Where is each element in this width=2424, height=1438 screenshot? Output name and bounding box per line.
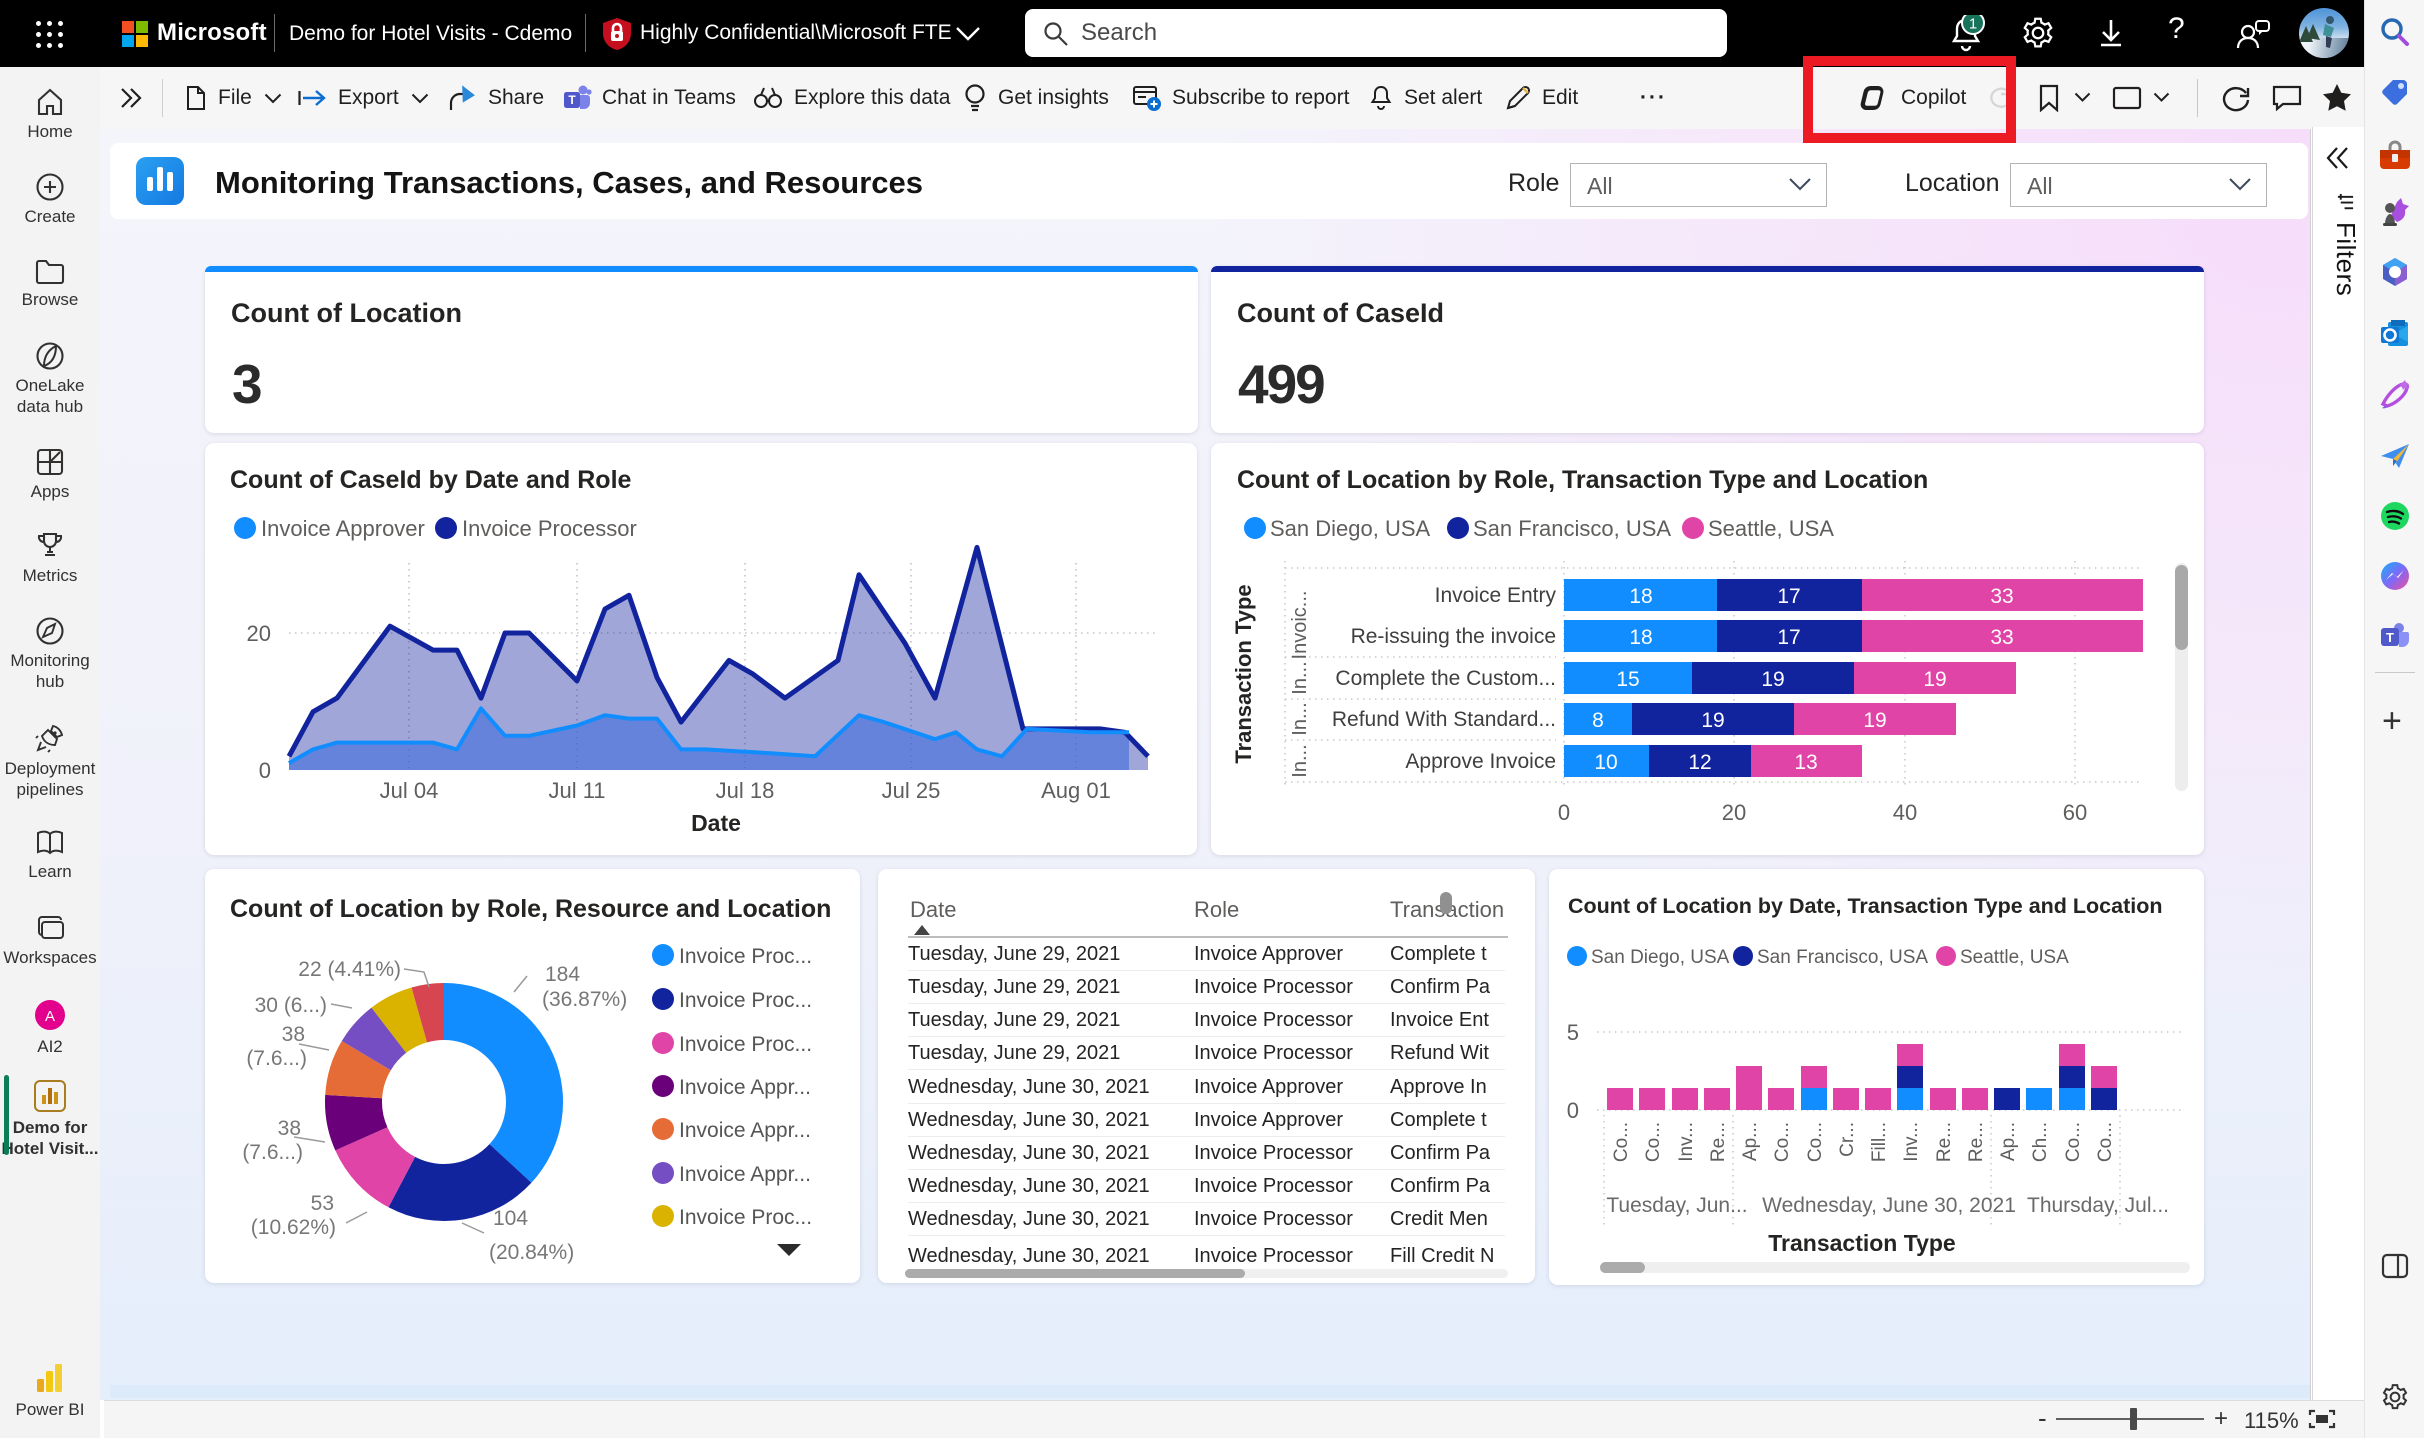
svg-text:Seattle, USA: Seattle, USA bbox=[1708, 516, 1834, 541]
svg-text:Jul 11: Jul 11 bbox=[548, 778, 605, 803]
svg-text:20: 20 bbox=[247, 621, 271, 646]
svg-text:Jul 04: Jul 04 bbox=[380, 778, 439, 803]
svg-text:Invoice Proc...: Invoice Proc... bbox=[679, 989, 812, 1012]
svg-text:Invoice Appr...: Invoice Appr... bbox=[679, 1163, 811, 1186]
svg-text:Re...: Re... bbox=[1708, 1122, 1729, 1162]
svg-text:In...: In... bbox=[1289, 661, 1311, 694]
svg-text:22 (4.41%): 22 (4.41%) bbox=[298, 958, 401, 981]
svg-text:Thursday, Jul...: Thursday, Jul... bbox=[2027, 1194, 2169, 1217]
svg-text:33: 33 bbox=[1990, 626, 2013, 649]
svg-text:San Diego, USA: San Diego, USA bbox=[1270, 516, 1431, 541]
svg-text:Co...: Co... bbox=[1643, 1122, 1664, 1162]
svg-text:8: 8 bbox=[1592, 709, 1604, 732]
svg-text:(10.62%): (10.62%) bbox=[251, 1216, 336, 1239]
svg-text:33: 33 bbox=[1990, 585, 2013, 608]
svg-text:18: 18 bbox=[1629, 585, 1652, 608]
svg-text:Transaction Type: Transaction Type bbox=[1768, 1230, 1955, 1256]
svg-text:In...: In... bbox=[1289, 744, 1311, 777]
svg-text:53: 53 bbox=[311, 1192, 334, 1215]
svg-text:Inv...: Inv... bbox=[1676, 1122, 1697, 1162]
svg-text:0: 0 bbox=[259, 758, 271, 783]
svg-text:Invoice Approver: Invoice Approver bbox=[261, 516, 425, 541]
svg-text:0: 0 bbox=[1558, 800, 1570, 825]
svg-text:19: 19 bbox=[1701, 709, 1724, 732]
svg-text:10: 10 bbox=[1594, 751, 1617, 774]
svg-text:Re-issuing the invoice: Re-issuing the invoice bbox=[1351, 625, 1556, 648]
svg-text:Aug 01: Aug 01 bbox=[1041, 778, 1111, 803]
svg-text:19: 19 bbox=[1923, 668, 1946, 691]
svg-text:Ap...: Ap... bbox=[1740, 1122, 1761, 1161]
svg-text:Fill...: Fill... bbox=[1869, 1122, 1890, 1162]
svg-text:San Francisco, USA: San Francisco, USA bbox=[1473, 516, 1671, 541]
svg-text:Invoice Proc...: Invoice Proc... bbox=[679, 945, 812, 968]
svg-text:Invoice Proc...: Invoice Proc... bbox=[679, 1206, 812, 1229]
svg-text:San Francisco, USA: San Francisco, USA bbox=[1757, 947, 1928, 968]
svg-text:(7.6...): (7.6...) bbox=[246, 1047, 307, 1070]
svg-text:Co...: Co... bbox=[1611, 1122, 1632, 1162]
svg-text:Invoice Appr...: Invoice Appr... bbox=[679, 1076, 811, 1099]
svg-text:Wednesday, June 30, 2021: Wednesday, June 30, 2021 bbox=[1762, 1194, 2016, 1217]
svg-text:Invoic...: Invoic... bbox=[1289, 591, 1311, 660]
svg-text:Jul 18: Jul 18 bbox=[716, 778, 775, 803]
svg-text:Jul 25: Jul 25 bbox=[882, 778, 941, 803]
svg-text:T: T bbox=[568, 93, 576, 107]
svg-text:Approve Invoice: Approve Invoice bbox=[1405, 750, 1556, 773]
svg-text:40: 40 bbox=[1893, 800, 1917, 825]
svg-text:17: 17 bbox=[1777, 585, 1800, 608]
svg-text:Count of CaseId by Date and Ro: Count of CaseId by Date and Role bbox=[230, 466, 632, 494]
svg-text:Refund With Standard...: Refund With Standard... bbox=[1332, 708, 1556, 731]
svg-text:Ap...: Ap... bbox=[1998, 1122, 2019, 1161]
svg-text:Invoice Proc...: Invoice Proc... bbox=[679, 1033, 812, 1056]
svg-text:(20.84%): (20.84%) bbox=[489, 1241, 574, 1264]
svg-text:In...: In... bbox=[1289, 702, 1311, 735]
svg-text:T: T bbox=[2386, 630, 2394, 645]
svg-text:Invoice Processor: Invoice Processor bbox=[462, 516, 637, 541]
svg-text:20: 20 bbox=[1722, 800, 1746, 825]
svg-text:Co...: Co... bbox=[2095, 1122, 2116, 1162]
svg-text:(7.6...): (7.6...) bbox=[242, 1141, 303, 1164]
svg-text:Seattle, USA: Seattle, USA bbox=[1960, 947, 2069, 968]
svg-text:Count of Location by Role, Tra: Count of Location by Role, Transaction T… bbox=[1237, 466, 1928, 494]
svg-text:Re...: Re... bbox=[1934, 1122, 1955, 1162]
svg-text:Complete the Custom...: Complete the Custom... bbox=[1335, 667, 1556, 690]
svg-text:Transaction Type: Transaction Type bbox=[1231, 584, 1256, 763]
svg-text:Date: Date bbox=[691, 810, 741, 836]
svg-text:19: 19 bbox=[1761, 668, 1784, 691]
svg-text:18: 18 bbox=[1629, 626, 1652, 649]
svg-text:5: 5 bbox=[1567, 1020, 1579, 1045]
svg-text:184: 184 bbox=[545, 963, 580, 986]
svg-text:38: 38 bbox=[282, 1023, 305, 1046]
svg-text:Tuesday, Jun...: Tuesday, Jun... bbox=[1606, 1194, 1747, 1217]
svg-text:Cr...: Cr... bbox=[1837, 1122, 1858, 1157]
svg-text:Co...: Co... bbox=[2063, 1122, 2084, 1162]
svg-text:12: 12 bbox=[1688, 751, 1711, 774]
svg-text:17: 17 bbox=[1777, 626, 1800, 649]
svg-text:38: 38 bbox=[278, 1117, 301, 1140]
svg-text:San Diego, USA: San Diego, USA bbox=[1591, 947, 1730, 968]
svg-text:Invoice Appr...: Invoice Appr... bbox=[679, 1119, 811, 1142]
svg-text:Co...: Co... bbox=[1772, 1122, 1793, 1162]
svg-text:Inv...: Inv... bbox=[1901, 1122, 1922, 1162]
svg-text:1: 1 bbox=[1969, 16, 1977, 33]
svg-text:Co...: Co... bbox=[1805, 1122, 1826, 1162]
svg-text:60: 60 bbox=[2063, 800, 2087, 825]
svg-text:Ch...: Ch... bbox=[2030, 1122, 2051, 1162]
svg-text:Re...: Re... bbox=[1966, 1122, 1987, 1162]
svg-text:15: 15 bbox=[1616, 668, 1639, 691]
svg-text:(36.87%): (36.87%) bbox=[542, 988, 627, 1011]
svg-text:Invoice Entry: Invoice Entry bbox=[1435, 584, 1557, 607]
svg-text:104: 104 bbox=[493, 1207, 528, 1230]
svg-text:19: 19 bbox=[1863, 709, 1886, 732]
svg-text:30 (6...): 30 (6...) bbox=[255, 994, 327, 1017]
svg-text:0: 0 bbox=[1567, 1098, 1579, 1123]
svg-text:13: 13 bbox=[1794, 751, 1817, 774]
svg-text:A: A bbox=[45, 1008, 55, 1025]
svg-text:Count of Location by Date, Tra: Count of Location by Date, Transaction T… bbox=[1568, 894, 2162, 918]
svg-text:Count of Location by Role, Res: Count of Location by Role, Resource and … bbox=[230, 895, 831, 923]
